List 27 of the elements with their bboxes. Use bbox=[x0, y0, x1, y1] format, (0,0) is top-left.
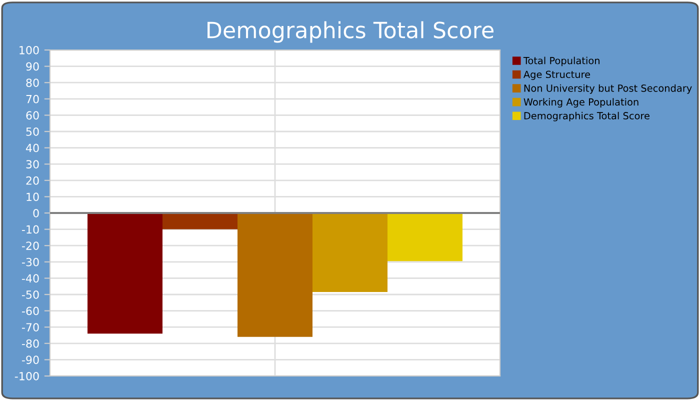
y-tick-label: 70 bbox=[26, 94, 39, 104]
y-tick-label: -40 bbox=[22, 274, 39, 283]
y-tick-label: 100 bbox=[20, 46, 39, 54]
y-tick-label: 0 bbox=[33, 208, 39, 218]
y-tick-label: 60 bbox=[26, 111, 39, 120]
chart-title: Demographics Total Score bbox=[208, 21, 494, 43]
legend-label: Non University but Post Secondary bbox=[524, 84, 692, 94]
y-tick-label: -90 bbox=[22, 356, 39, 364]
y-tick-label: -70 bbox=[22, 323, 39, 332]
y-tick-label: -30 bbox=[22, 258, 39, 266]
y-tick-label: 50 bbox=[26, 127, 39, 136]
y-tick-label: -50 bbox=[22, 290, 39, 299]
legend-label: Total Population bbox=[523, 56, 600, 66]
y-tick-label: -100 bbox=[14, 372, 39, 380]
y-tick-label: 30 bbox=[26, 160, 39, 168]
y-tick-label: -10 bbox=[22, 225, 39, 234]
y-tick-label: -60 bbox=[22, 306, 39, 316]
y-tick-label: -80 bbox=[22, 339, 39, 348]
y-tick-label: 40 bbox=[26, 144, 39, 152]
y-tick-label: 90 bbox=[26, 62, 39, 71]
y-tick-label: 20 bbox=[26, 176, 39, 185]
y-tick-label: -20 bbox=[22, 242, 39, 250]
legend-label: Demographics Total Score bbox=[524, 112, 650, 122]
y-tick-label: 80 bbox=[26, 78, 39, 87]
y-tick-label: 10 bbox=[26, 192, 39, 202]
legend-label: Working Age Population bbox=[524, 98, 638, 108]
legend-label: Age Structure bbox=[523, 70, 590, 80]
